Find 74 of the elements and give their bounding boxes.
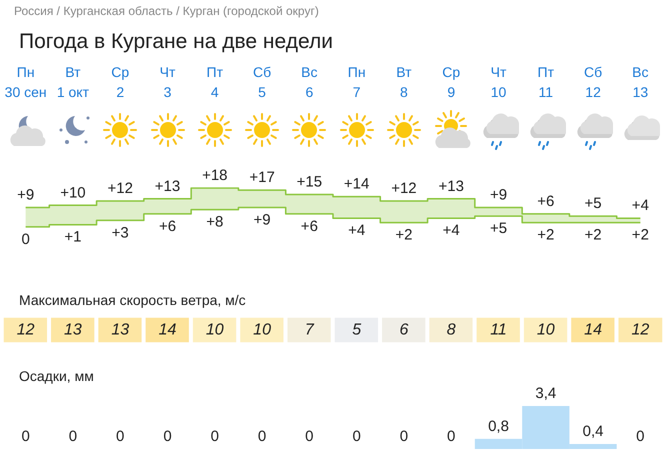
data-label: +10 xyxy=(60,184,86,202)
data-label: +2 xyxy=(537,226,554,244)
x-tick-label: Вс 13 xyxy=(632,64,649,100)
chart-title: Погода в Кургане на две недели xyxy=(19,30,333,53)
text: Россия / Курганская область / Курган (городской округ) xyxy=(14,4,319,18)
chart-title: Осадки, мм xyxy=(19,368,94,384)
data-label: +5 xyxy=(584,195,602,212)
data-label: +4 xyxy=(442,222,460,240)
data-label: +8 xyxy=(206,214,224,231)
data-label: +12 xyxy=(107,180,133,197)
data-label: 6 xyxy=(399,322,408,338)
data-label: 14 xyxy=(158,322,176,338)
x-tick-label: Пн 30 сен xyxy=(4,64,47,100)
data-label: 12 xyxy=(16,322,35,338)
x-tick-label: Чт 10 xyxy=(490,64,507,100)
data-label: +6 xyxy=(537,192,554,210)
data-label: 0 xyxy=(68,428,78,445)
data-label: +12 xyxy=(391,180,417,197)
data-label: 0 xyxy=(210,428,219,445)
data-label: +2 xyxy=(395,226,412,244)
data-label: 0 xyxy=(400,428,408,445)
x-tick-label: Ср 2 xyxy=(111,64,130,100)
x-tick-label: Сб 12 xyxy=(584,64,602,100)
x-tick-label: Сб 5 xyxy=(253,64,272,100)
x-tick-label: Пт 4 xyxy=(206,64,224,100)
data-label: +1 xyxy=(64,228,82,246)
data-label: 11 xyxy=(490,322,507,338)
data-label: +15 xyxy=(296,173,322,190)
data-label: 0,8 xyxy=(488,418,509,435)
data-label: 0 xyxy=(258,428,266,445)
data-label: 0 xyxy=(636,428,645,445)
data-label: +6 xyxy=(300,218,318,235)
x-tick-label: Вт 1 окт xyxy=(56,64,90,100)
data-label: 5 xyxy=(352,322,362,338)
data-label: 14 xyxy=(584,322,602,338)
data-label: 12 xyxy=(631,322,650,338)
data-label: +9 xyxy=(490,186,508,204)
data-label: +13 xyxy=(438,178,464,195)
data-label: 3,4 xyxy=(535,385,556,402)
data-label: +17 xyxy=(249,169,275,186)
data-label: 10 xyxy=(206,322,224,338)
data-label: +9 xyxy=(254,211,271,228)
data-label: +4 xyxy=(632,197,649,214)
x-tick-label: Вс 6 xyxy=(301,64,318,100)
data-label: +6 xyxy=(158,218,176,235)
data-label: +2 xyxy=(632,226,649,244)
data-label: 13 xyxy=(111,322,130,338)
data-label: 8 xyxy=(446,322,456,338)
data-label: +14 xyxy=(344,176,370,193)
data-label: +5 xyxy=(490,220,508,238)
data-label: 10 xyxy=(536,322,555,338)
chart-title: Максимальная скорость ветра, м/с xyxy=(19,292,246,308)
data-label: +2 xyxy=(584,226,602,244)
data-label: +3 xyxy=(112,224,129,242)
data-label: +9 xyxy=(17,186,34,204)
data-label: 13 xyxy=(64,322,82,338)
data-label: 0 xyxy=(447,428,456,445)
data-label: +13 xyxy=(154,178,180,195)
data-label: 10 xyxy=(253,322,272,338)
data-label: +18 xyxy=(202,167,228,184)
data-label: 0 xyxy=(163,428,172,445)
data-label: 0,4 xyxy=(582,422,604,440)
x-tick-label: Чт 3 xyxy=(160,64,176,100)
data-label: 7 xyxy=(304,322,315,338)
data-label: 0 xyxy=(21,230,30,248)
data-label: 0 xyxy=(21,428,30,445)
data-label: 0 xyxy=(116,428,124,445)
x-tick-label: Ср 9 xyxy=(442,64,460,100)
x-tick-label: Пн 7 xyxy=(348,64,366,100)
data-label: 0 xyxy=(305,428,314,445)
x-tick-label: Вт 8 xyxy=(396,64,412,100)
x-tick-label: Пт 11 xyxy=(538,64,555,100)
data-label: 0 xyxy=(352,428,361,445)
data-label: +4 xyxy=(348,222,366,240)
